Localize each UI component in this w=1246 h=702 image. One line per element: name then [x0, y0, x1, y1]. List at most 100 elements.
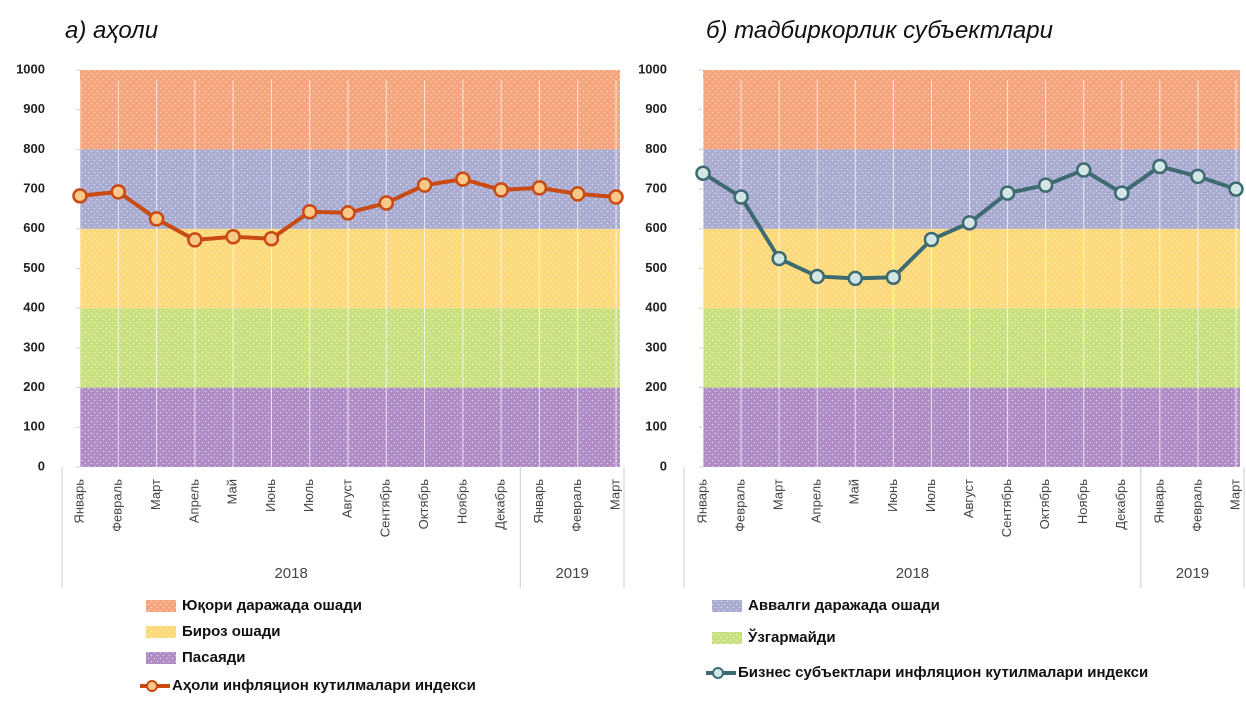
year-label: 2019 — [555, 565, 588, 582]
y-tick-label: 300 — [23, 339, 45, 354]
point — [301, 203, 318, 220]
x-tick-label: Июнь — [263, 479, 278, 512]
x-tick-label: Январь — [1151, 479, 1166, 524]
point — [608, 189, 624, 205]
x-tick-label: Октябрь — [1037, 479, 1052, 530]
point — [1075, 162, 1092, 178]
x-tick-label: Август — [961, 479, 976, 518]
year-label: 2018 — [896, 565, 929, 582]
y-tick-label: 300 — [645, 339, 667, 354]
x-tick-label: Апрель — [809, 479, 824, 523]
point — [809, 268, 825, 285]
band-texture — [703, 387, 1240, 467]
y-tick-label: 900 — [645, 101, 667, 116]
x-tick-label: Июль — [301, 479, 316, 512]
legend-label: Аввалги даражада ошади — [748, 597, 940, 614]
y-tick-label: 500 — [645, 260, 667, 275]
point — [263, 230, 280, 247]
x-tick-label: Февраль — [733, 479, 748, 532]
y-tick-label: 700 — [23, 181, 45, 196]
point — [771, 250, 787, 267]
x-tick-label: Январь — [694, 479, 709, 524]
point — [961, 215, 978, 231]
legend-label: Юқори даражада ошади — [182, 597, 362, 614]
point — [847, 270, 864, 287]
point — [1228, 181, 1244, 197]
x-tick-label: Май — [847, 479, 862, 504]
legend-label: Пасаяди — [182, 649, 246, 666]
band-texture — [703, 228, 1240, 309]
y-tick-label: 200 — [645, 379, 667, 394]
point — [225, 228, 241, 245]
legend-swatch-texture — [146, 652, 176, 664]
point — [569, 186, 586, 202]
x-tick-label: Июнь — [885, 479, 900, 512]
legend-label: Бизнес субъектлари инфляцион кутилмалари… — [738, 664, 1148, 681]
y-tick-label: 0 — [38, 458, 45, 473]
point — [885, 269, 902, 285]
x-tick-label: Январь — [71, 479, 86, 524]
y-tick-label: 900 — [23, 101, 45, 116]
legend-swatch-texture — [712, 600, 742, 612]
y-tick-label: 700 — [645, 181, 667, 196]
y-tick-label: 600 — [23, 220, 45, 235]
x-tick-label: Март — [1227, 479, 1242, 510]
point — [1114, 185, 1130, 201]
point — [416, 177, 433, 193]
y-tick-label: 400 — [645, 300, 667, 315]
year-label: 2018 — [274, 565, 307, 582]
x-tick-label: Февраль — [1189, 479, 1204, 532]
x-tick-label: Ноябрь — [454, 479, 469, 524]
y-tick-label: 500 — [23, 260, 45, 275]
x-tick-label: Апрель — [186, 479, 201, 523]
x-tick-label: Март — [771, 479, 786, 510]
legend-swatch-texture — [712, 632, 742, 644]
point — [695, 165, 711, 181]
x-tick-label: Сентябрь — [378, 479, 393, 537]
x-tick-label: Октябрь — [416, 479, 431, 530]
band-texture — [80, 387, 620, 467]
legend-label: Ўзгармайди — [747, 628, 836, 646]
band-texture — [80, 70, 620, 150]
point — [340, 205, 356, 221]
point — [923, 231, 940, 248]
chart-title: а) аҳоли — [65, 17, 158, 44]
point — [1152, 158, 1168, 175]
point — [493, 182, 509, 198]
x-tick-label: Март — [148, 479, 163, 510]
x-tick-label: Август — [339, 479, 354, 518]
y-tick-label: 100 — [645, 419, 667, 434]
x-tick-label: Январь — [531, 479, 546, 524]
legend-label: Бироз ошади — [182, 623, 281, 640]
chart-title: б) тадбиркорлик субъектлари — [706, 17, 1053, 44]
legend-swatch-texture — [146, 626, 176, 638]
point — [733, 189, 749, 205]
x-tick-label: Декабрь — [1113, 479, 1128, 530]
x-tick-label: Май — [225, 479, 240, 504]
legend-marker — [146, 680, 158, 692]
x-tick-label: Февраль — [110, 479, 125, 532]
y-tick-label: 1000 — [16, 61, 45, 76]
point — [999, 185, 1016, 201]
legend-marker — [712, 667, 724, 679]
x-tick-label: Сентябрь — [999, 479, 1014, 537]
legend-swatch-texture — [146, 600, 176, 612]
y-tick-label: 800 — [23, 141, 45, 156]
point — [187, 232, 203, 248]
band-texture — [80, 228, 620, 309]
point — [1037, 177, 1054, 193]
point — [378, 195, 395, 211]
point — [455, 171, 471, 187]
x-tick-label: Февраль — [569, 479, 584, 532]
y-tick-label: 600 — [645, 220, 667, 235]
band-texture — [703, 70, 1240, 150]
point — [148, 211, 165, 227]
point — [531, 180, 548, 196]
y-tick-label: 800 — [645, 141, 667, 156]
year-label: 2019 — [1176, 565, 1209, 582]
y-tick-label: 400 — [23, 300, 45, 315]
x-tick-label: Март — [607, 479, 622, 510]
point — [1190, 168, 1206, 185]
y-tick-label: 0 — [660, 458, 667, 473]
